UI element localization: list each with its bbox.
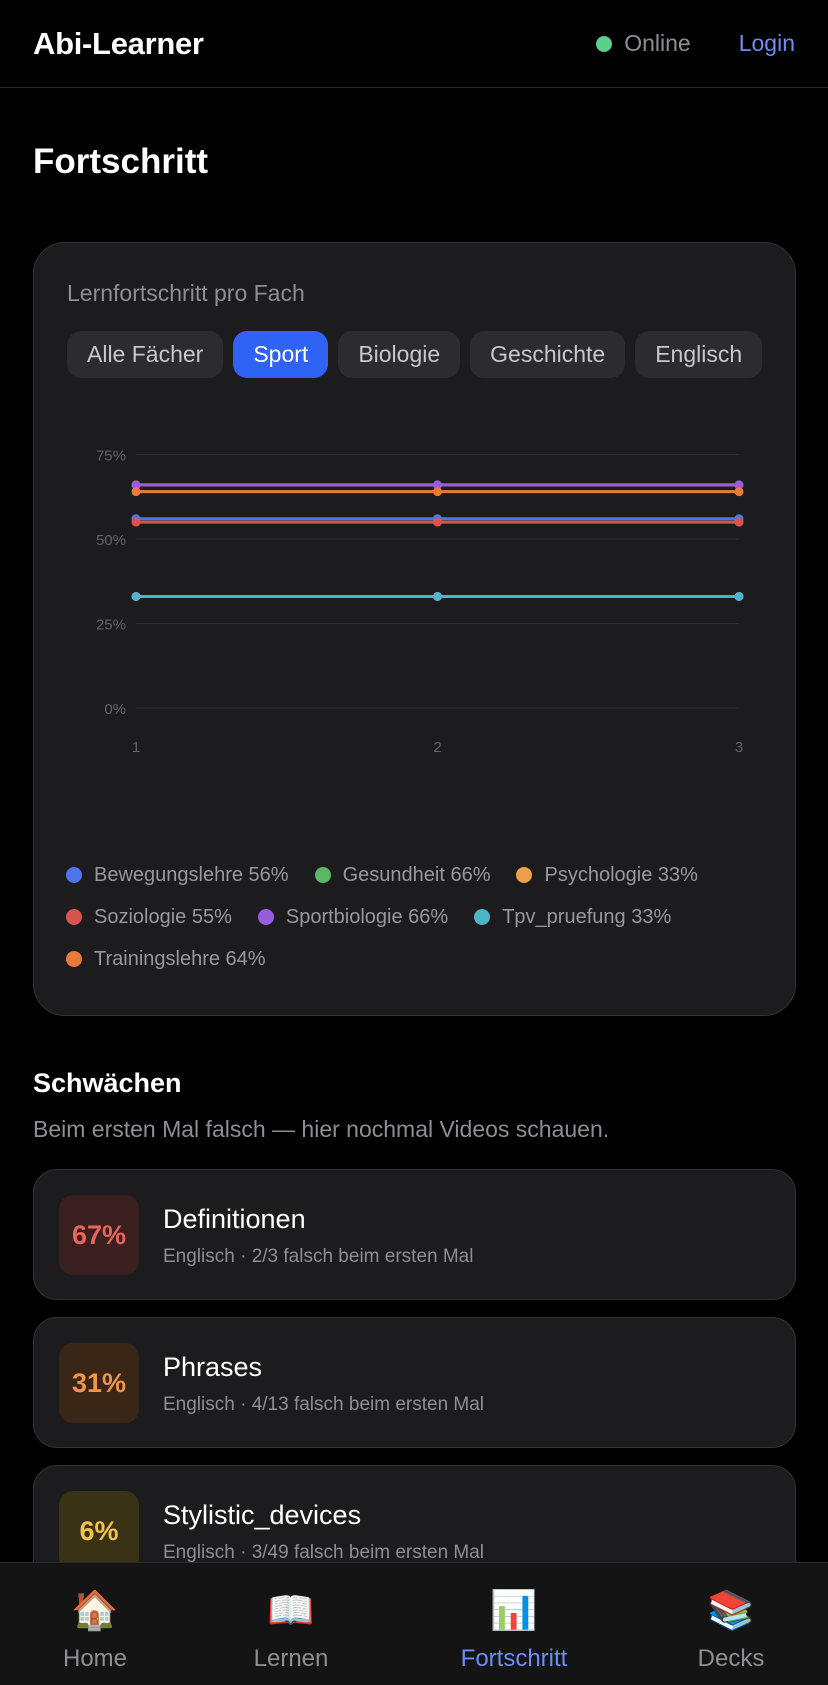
app-header: Abi-Learner Online Login <box>0 0 828 88</box>
data-point-trainingslehre[interactable] <box>433 487 442 497</box>
legend-item-sportbiologie: Sportbiologie 66% <box>257 905 449 929</box>
tab-decks[interactable]: 📚 Decks <box>666 1563 796 1685</box>
tab-fortschritt-label: Fortschritt <box>460 1645 568 1672</box>
online-status-text: Online <box>624 30 691 56</box>
legend-item-psychologie: Psychologie 33% <box>516 863 698 887</box>
weaknesses-subtitle: Beim ersten Mal falsch — hier nochmal Vi… <box>33 1116 610 1142</box>
bottom-tab-bar: 🏠 Home 📖 Lernen 📊 Fortschritt 📚 Decks <box>0 1562 828 1685</box>
data-point-soziologie[interactable] <box>433 517 442 527</box>
legend-label: Tpv_pruefung 33% <box>502 905 672 928</box>
legend-item-soziologie: Soziologie 55% <box>66 905 232 929</box>
data-point-tpv_pruefung[interactable] <box>433 591 442 601</box>
legend-dot-icon <box>66 951 82 967</box>
tab-home-label: Home <box>62 1645 128 1672</box>
weakness-name: Phrases <box>163 1352 263 1382</box>
progress-line-chart: 100%75%50%25%0%123 <box>96 448 744 756</box>
weakness-name: Stylistic_devices <box>163 1500 362 1530</box>
legend-item-tpv_pruefung: Tpv_pruefung 33% <box>474 905 671 929</box>
login-link[interactable]: Login <box>738 30 795 56</box>
filter-chip-sport[interactable]: Sport <box>233 331 329 378</box>
tab-lernen-label: Lernen <box>253 1645 329 1672</box>
legend-dot-icon <box>314 867 331 883</box>
y-tick-label: 50% <box>96 532 126 549</box>
subject-filter-chips[interactable]: Alle Fächer Sport Biologie Geschichte Englis… <box>67 331 763 379</box>
legend-dot-icon <box>66 909 82 925</box>
weakness-percent-badge: 31% <box>59 1343 139 1423</box>
header-right: Online Login <box>596 30 795 57</box>
weakness-item[interactable]: 31% Phrases Englisch · 4/13 falsch beim … <box>33 1317 796 1448</box>
legend-label: Psychologie 33% <box>544 863 698 886</box>
weakness-item[interactable]: 67% Definitionen Englisch · 2/3 falsch b… <box>33 1169 796 1300</box>
weaknesses-list: 67% Definitionen Englisch · 2/3 falsch b… <box>33 1169 796 1613</box>
legend-dot-icon <box>66 867 82 883</box>
y-tick-label: 0% <box>104 701 126 718</box>
tab-fortschritt[interactable]: 📊 Fortschritt <box>434 1563 594 1685</box>
tab-lernen[interactable]: 📖 Lernen <box>226 1563 356 1685</box>
app-brand: Abi-Learner <box>33 25 204 61</box>
legend-dot-icon <box>474 909 491 925</box>
legend-label: Sportbiologie 66% <box>285 905 449 928</box>
tab-home[interactable]: 🏠 Home <box>30 1563 160 1685</box>
legend-label: Trainingslehre 64% <box>94 947 266 970</box>
data-point-sportbiologie[interactable] <box>131 480 141 490</box>
page-title: Fortschritt <box>33 142 208 181</box>
weakness-percent-badge: 6% <box>59 1491 139 1571</box>
legend-label: Gesundheit 66% <box>342 863 491 886</box>
x-tick-label: 2 <box>433 739 441 756</box>
weakness-meta: Englisch · 2/3 falsch beim ersten Mal <box>163 1246 474 1267</box>
weakness-percent-badge: 67% <box>59 1195 139 1275</box>
y-tick-label: 75% <box>96 448 126 465</box>
x-tick-label: 1 <box>132 739 140 756</box>
filter-chip-geschichte[interactable]: Geschichte <box>470 331 626 378</box>
filter-chip-biologie[interactable]: Biologie <box>338 331 461 378</box>
data-point-soziologie[interactable] <box>734 517 744 527</box>
progress-card: Lernfortschritt pro Fach Alle Fächer Spor… <box>33 242 796 1016</box>
weakness-name: Definitionen <box>163 1204 306 1234</box>
weakness-meta: Englisch · 4/13 falsch beim ersten Mal <box>163 1394 485 1415</box>
data-point-soziologie[interactable] <box>131 517 141 527</box>
legend-label: Bewegungslehre 56% <box>94 863 289 886</box>
legend-item-gesundheit: Gesundheit 66% <box>314 863 491 887</box>
book-icon: 📖 <box>267 1588 315 1632</box>
data-point-trainingslehre[interactable] <box>131 487 141 497</box>
y-tick-label: 25% <box>96 617 126 634</box>
filter-chip-all[interactable]: Alle Fächer <box>67 331 224 378</box>
books-icon: 📚 <box>707 1588 755 1632</box>
online-status-icon <box>596 35 613 52</box>
data-point-sportbiologie[interactable] <box>734 480 744 490</box>
legend-dot-icon <box>516 867 533 883</box>
legend-item-bewegungslehre: Bewegungslehre 56% <box>66 863 289 887</box>
data-point-tpv_pruefung[interactable] <box>131 591 141 601</box>
weakness-meta: Englisch · 3/49 falsch beim ersten Mal <box>163 1542 485 1563</box>
tab-decks-label: Decks <box>697 1645 765 1672</box>
x-tick-label: 3 <box>735 739 743 756</box>
legend-item-trainingslehre: Trainingslehre 64% <box>66 947 266 971</box>
progress-card-title: Lernfortschritt pro Fach <box>67 280 305 306</box>
weaknesses-title: Schwächen <box>33 1068 182 1098</box>
legend-label: Soziologie 55% <box>94 905 232 928</box>
filter-chip-englisch[interactable]: Englisch <box>635 331 763 378</box>
house-icon: 🏠 <box>71 1588 119 1632</box>
bar-chart-icon: 📊 <box>490 1588 538 1632</box>
data-point-trainingslehre[interactable] <box>734 487 744 497</box>
legend-dot-icon <box>257 909 274 925</box>
data-point-sportbiologie[interactable] <box>433 480 442 490</box>
data-point-tpv_pruefung[interactable] <box>734 591 744 601</box>
chart-legend: Bewegungslehre 56% Gesundheit 66% Psycholo… <box>66 863 786 971</box>
